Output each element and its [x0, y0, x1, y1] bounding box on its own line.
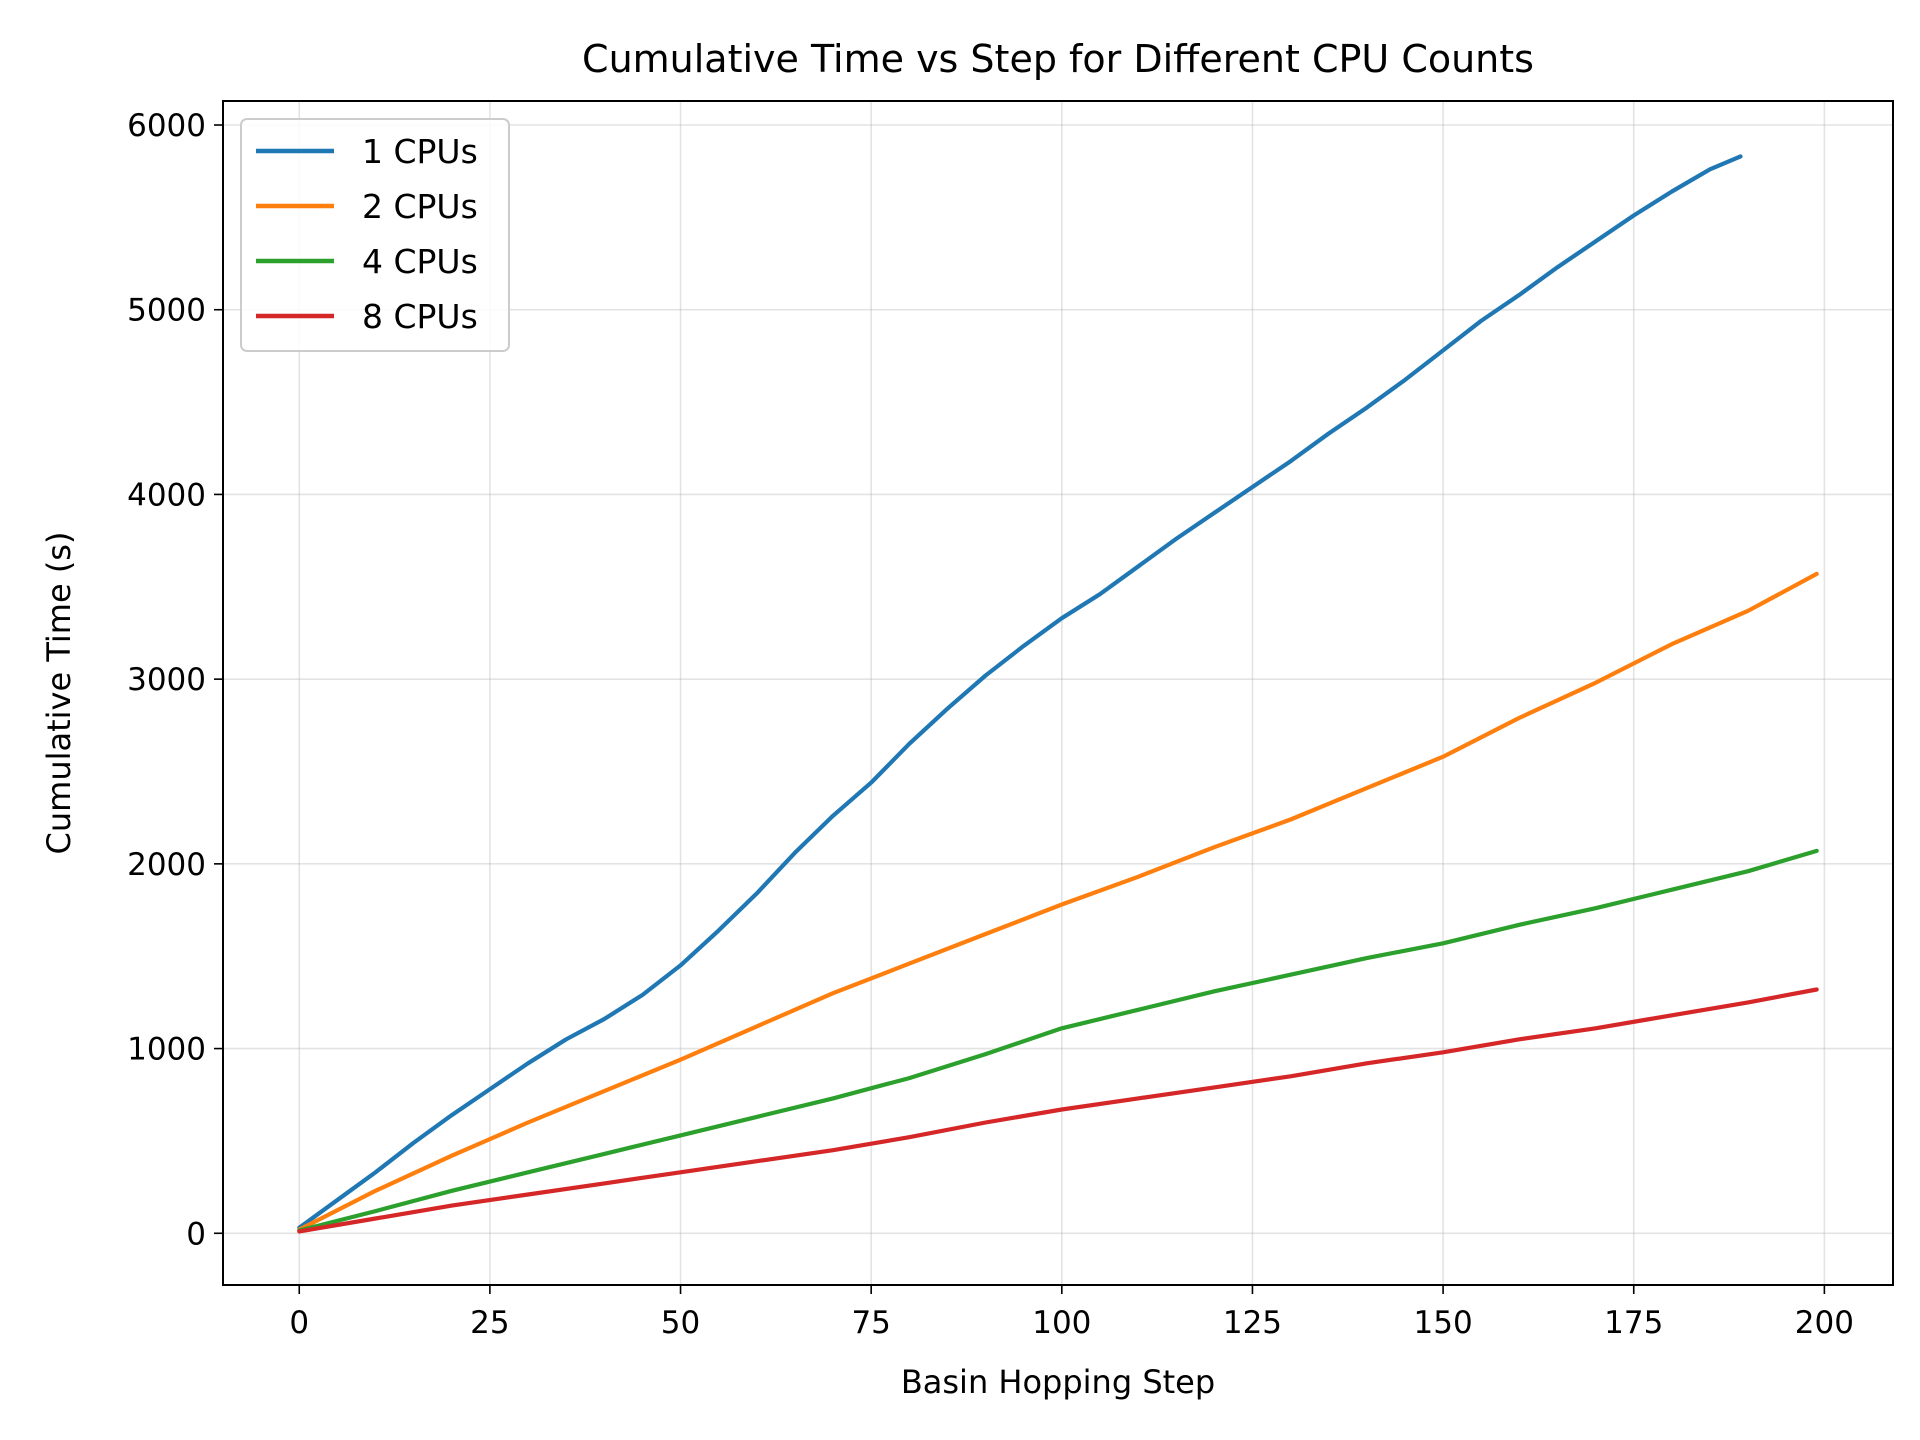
legend-items: 1 CPUs 2 CPUs 4 CPUs 8 CPUs: [256, 132, 478, 336]
series-line-1-cpus: [297, 154, 1743, 1230]
tick-layer: 0 25 50 75 100 125 150 175 200010002000300040005…: [127, 108, 1854, 1341]
legend-box: [240, 118, 510, 352]
x-tick-label: 150: [1414, 1305, 1473, 1341]
x-tick-label: 100: [1032, 1305, 1091, 1341]
series-line-2-cpus: [297, 571, 1819, 1232]
x-tick-label: 0: [289, 1305, 309, 1341]
y-tick-label: 1000: [127, 1032, 206, 1068]
y-tick-label: 0: [186, 1216, 206, 1252]
y-tick-label: 6000: [127, 108, 206, 144]
legend: 1 CPUs 2 CPUs 4 CPUs 8 CPUs: [240, 118, 510, 352]
y-tick-label: 4000: [127, 477, 206, 513]
legend-label-1-cpus: 1 CPUs: [362, 132, 478, 171]
legend-label-4-cpus: 4 CPUs: [362, 242, 478, 281]
plot-frame: [222, 100, 1894, 1286]
legend-label-2-cpus: 2 CPUs: [362, 187, 478, 226]
y-tick-label: 2000: [127, 847, 206, 883]
chart-title: Cumulative Time vs Step for Different CP…: [582, 37, 1534, 81]
series-line-8-cpus: [297, 987, 1819, 1234]
x-tick-label: 25: [470, 1305, 509, 1341]
grid-layer: [223, 101, 1893, 1285]
x-axis-label: Basin Hopping Step: [901, 1363, 1215, 1401]
y-tick-label: 5000: [127, 293, 206, 329]
series-line-4-cpus: [297, 848, 1819, 1233]
legend-label-8-cpus: 8 CPUs: [362, 297, 478, 336]
series-layer: [297, 154, 1819, 1234]
x-tick-label: 200: [1795, 1305, 1854, 1341]
x-tick-label: 50: [661, 1305, 700, 1341]
y-tick-label: 3000: [127, 662, 206, 698]
y-axis-label: Cumulative Time (s): [40, 532, 78, 855]
x-tick-label: 125: [1223, 1305, 1282, 1341]
x-tick-label: 75: [851, 1305, 890, 1341]
x-tick-label: 175: [1604, 1305, 1663, 1341]
